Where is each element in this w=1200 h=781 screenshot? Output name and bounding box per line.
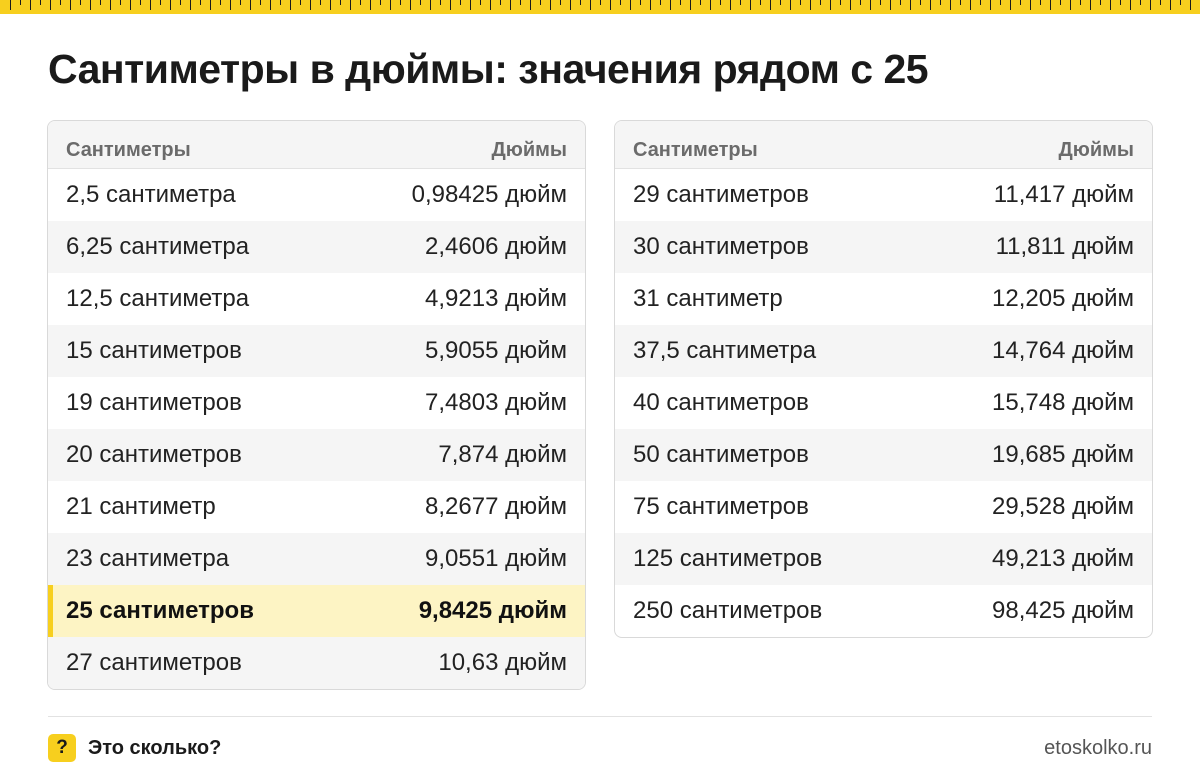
cell-in: 29,528 дюйм (992, 493, 1134, 520)
cell-cm: 50 сантиметров (633, 441, 809, 468)
site-url: etoskolko.ru (1044, 737, 1152, 759)
cell-in: 12,205 дюйм (992, 285, 1134, 312)
table-row: 21 сантиметр 8,2677 дюйм (48, 481, 585, 533)
conversion-table-left: Сантиметры Дюймы 2,5 сантиметра 0,98425 … (47, 120, 586, 690)
cell-cm: 6,25 сантиметра (66, 233, 250, 260)
cell-in: 7,874 дюйм (438, 441, 567, 468)
cell-cm: 250 сантиметров (633, 597, 823, 624)
table-row: 12,5 сантиметра 4,9213 дюйм (48, 273, 585, 325)
cell-in: 98,425 дюйм (992, 597, 1134, 624)
cell-cm: 21 сантиметр (66, 493, 216, 520)
table-header: Сантиметры Дюймы (615, 121, 1152, 169)
cell-in: 5,9055 дюйм (425, 337, 567, 364)
table-row: 20 сантиметров 7,874 дюйм (48, 429, 585, 481)
cell-cm: 40 сантиметров (633, 389, 809, 416)
table-row: 75 сантиметров 29,528 дюйм (615, 481, 1152, 533)
cell-in: 11,811 дюйм (995, 233, 1134, 260)
table-row: 50 сантиметров 19,685 дюйм (615, 429, 1152, 481)
cell-cm: 29 сантиметров (633, 181, 809, 208)
ruler-strip (0, 0, 1200, 14)
column-header-cm: Сантиметры (66, 139, 191, 161)
cell-cm: 75 сантиметров (633, 493, 809, 520)
cell-in: 4,9213 дюйм (425, 285, 567, 312)
cell-in: 19,685 дюйм (992, 441, 1134, 468)
column-header-in: Дюймы (491, 139, 568, 161)
table-row: 30 сантиметров 11,811 дюйм (615, 221, 1152, 273)
cell-in: 2,4606 дюйм (425, 233, 567, 260)
cell-in: 15,748 дюйм (992, 389, 1134, 416)
cell-cm: 27 сантиметров (66, 649, 242, 676)
cell-cm: 19 сантиметров (66, 389, 242, 416)
table-row: 2,5 сантиметра 0,98425 дюйм (48, 169, 585, 221)
cell-cm: 30 сантиметров (633, 233, 809, 260)
table-header: Сантиметры Дюймы (48, 121, 585, 169)
footer-divider (48, 716, 1152, 717)
table-row: 19 сантиметров 7,4803 дюйм (48, 377, 585, 429)
column-header-in: Дюймы (1058, 139, 1135, 161)
cell-in: 49,213 дюйм (992, 545, 1134, 572)
table-row: 15 сантиметров 5,9055 дюйм (48, 325, 585, 377)
cell-in: 7,4803 дюйм (425, 389, 567, 416)
cell-cm: 125 сантиметров (633, 545, 823, 572)
cell-cm: 31 сантиметр (633, 285, 783, 312)
cell-cm: 12,5 сантиметра (66, 285, 250, 312)
table-row: 6,25 сантиметра 2,4606 дюйм (48, 221, 585, 273)
cell-cm: 37,5 сантиметра (633, 337, 817, 364)
cell-in: 9,8425 дюйм (418, 597, 567, 624)
cell-in: 10,63 дюйм (438, 649, 567, 676)
cell-cm: 23 сантиметра (66, 545, 230, 572)
page-title: Сантиметры в дюймы: значения рядом с 25 (48, 46, 929, 92)
cell-cm: 2,5 сантиметра (66, 181, 236, 208)
highlighted-row: 25 сантиметров 9,8425 дюйм (48, 585, 585, 637)
table-row: 125 сантиметров 49,213 дюйм (615, 533, 1152, 585)
cell-cm: 15 сантиметров (66, 337, 242, 364)
column-header-cm: Сантиметры (633, 139, 758, 161)
table-row: 23 сантиметра 9,0551 дюйм (48, 533, 585, 585)
table-row: 40 сантиметров 15,748 дюйм (615, 377, 1152, 429)
cell-in: 8,2677 дюйм (425, 493, 567, 520)
conversion-table-right: Сантиметры Дюймы 29 сантиметров 11,417 д… (614, 120, 1153, 638)
table-row: 27 сантиметров 10,63 дюйм (48, 637, 585, 689)
cell-cm: 25 сантиметров (66, 597, 254, 624)
table-row: 37,5 сантиметра 14,764 дюйм (615, 325, 1152, 377)
question-mark-icon: ? (48, 734, 76, 762)
cell-in: 9,0551 дюйм (425, 545, 567, 572)
table-row: 29 сантиметров 11,417 дюйм (615, 169, 1152, 221)
cell-in: 11,417 дюйм (993, 181, 1134, 208)
brand-name: Это сколько? (88, 737, 222, 759)
table-row: 250 сантиметров 98,425 дюйм (615, 585, 1152, 637)
cell-in: 14,764 дюйм (992, 337, 1134, 364)
cell-cm: 20 сантиметров (66, 441, 242, 468)
cell-in: 0,98425 дюйм (411, 181, 567, 208)
table-row: 31 сантиметр 12,205 дюйм (615, 273, 1152, 325)
